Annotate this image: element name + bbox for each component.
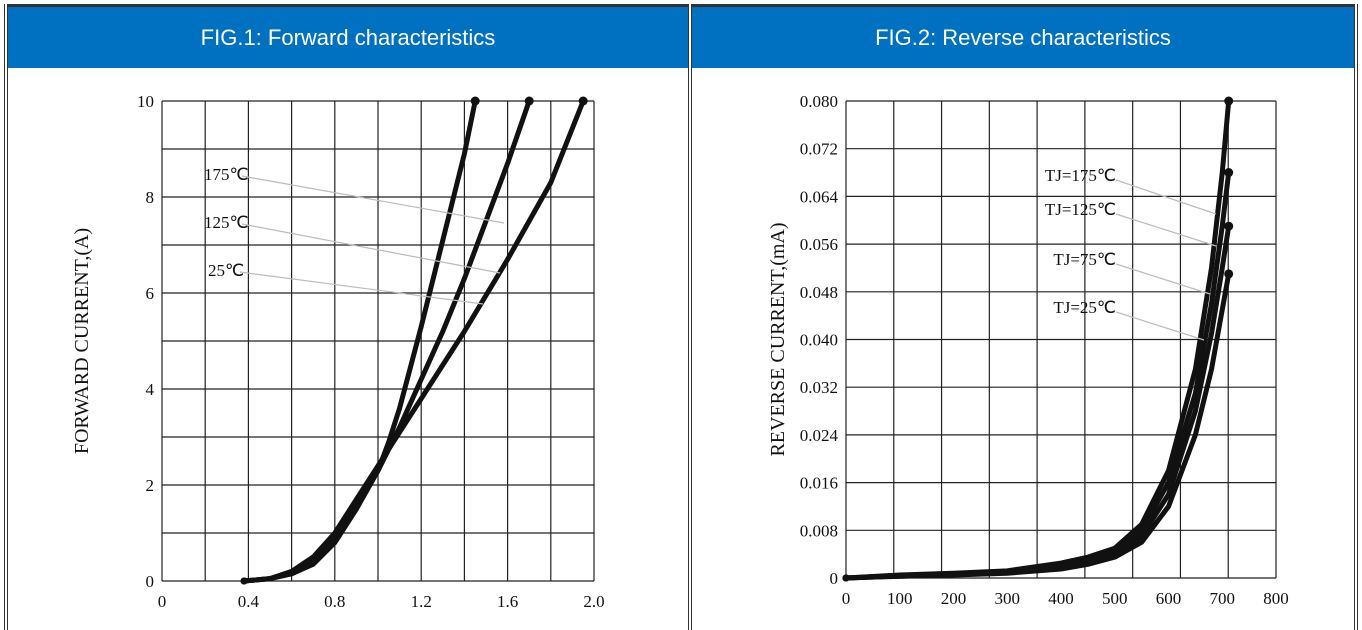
x-tick-label: 300 (995, 589, 1021, 608)
x-tick-label: 800 (1263, 589, 1289, 608)
series-end-point (1224, 168, 1234, 178)
y-tick-label: 10 (137, 92, 154, 111)
series-end-point (1224, 96, 1234, 106)
panel-title: FIG.1: Forward characteristics (8, 4, 688, 68)
y-tick-label: 0.032 (800, 378, 838, 397)
x-tick-label: 100 (887, 589, 913, 608)
series-label: TJ=75℃ (1053, 250, 1116, 269)
x-tick-label: 500 (1102, 589, 1128, 608)
leader-line (241, 175, 505, 224)
y-tick-label: 0.024 (800, 426, 839, 445)
series-label: TJ=25℃ (1053, 298, 1116, 317)
series-start-point (842, 574, 850, 582)
y-tick-label: 0.064 (800, 187, 839, 206)
x-tick-label: 0 (158, 592, 167, 611)
y-tick-label: 0.072 (800, 140, 838, 159)
y-tick-label: 0.016 (800, 474, 838, 493)
series-label: 175℃ (204, 165, 249, 184)
x-tick-label: 0.8 (324, 592, 345, 611)
y-tick-label: 0.008 (800, 521, 838, 540)
series-end-point (1224, 221, 1234, 231)
y-tick-label: 6 (146, 284, 155, 303)
x-tick-label: 1.2 (411, 592, 432, 611)
y-tick-label: 4 (146, 380, 155, 399)
forward-characteristics-panel: FIG.1: Forward characteristics 0 0.4 0.8 1.… (4, 4, 692, 630)
y-tick-label: 0.080 (800, 92, 838, 111)
leader-line (1115, 213, 1217, 247)
y-tick-label: 0.040 (800, 331, 838, 350)
series-start-point (240, 577, 248, 585)
x-tick-label: 1.6 (497, 592, 518, 611)
x-tick-label: 600 (1156, 589, 1182, 608)
series-label: TJ=125℃ (1045, 200, 1116, 219)
leader-line (1115, 179, 1217, 215)
series-end-point (524, 96, 534, 106)
x-tick-label: 0.4 (238, 592, 260, 611)
y-axis-title: REVERSE CURRENT,(mA) (767, 222, 789, 456)
forward-characteristics-chart: 0 0.4 0.8 1.2 1.6 2.0 0 2 4 6 8 10 FORWARD CURRENT,(… (71, 92, 605, 611)
series-label: 125℃ (204, 213, 249, 232)
leader-line (1115, 311, 1205, 341)
series-end-point (470, 96, 480, 106)
y-tick-label: 0.056 (800, 235, 838, 254)
leader-line (1115, 263, 1211, 295)
series-label: TJ=175℃ (1045, 166, 1116, 185)
y-tick-label: 0.048 (800, 283, 838, 302)
panel-title: FIG.2: Reverse characteristics (692, 4, 1354, 68)
x-tick-label: 400 (1048, 589, 1074, 608)
series-end-point (578, 96, 588, 106)
y-axis-title: FORWARD CURRENT,(A) (71, 228, 93, 454)
x-tick-label: 2.0 (583, 592, 604, 611)
leader-line (241, 223, 501, 274)
series-end-point (1224, 269, 1234, 279)
y-tick-label: 0 (146, 572, 155, 591)
y-tick-label: 2 (146, 476, 155, 495)
leader-line (239, 271, 484, 305)
series-line (843, 271, 1232, 581)
series-line (241, 98, 586, 584)
y-tick-label: 8 (146, 188, 155, 207)
x-tick-label: 0 (842, 589, 851, 608)
x-tick-label: 700 (1210, 589, 1236, 608)
y-tick-label: 0 (830, 569, 839, 588)
x-tick-label: 200 (941, 589, 967, 608)
reverse-characteristics-panel: FIG.2: Reverse characteristics 0 100 200 30… (688, 4, 1358, 630)
series-label: 25℃ (208, 261, 244, 280)
reverse-characteristics-chart: 0 100 200 300 400 500 600 700 800 0 0.008 0.016 0.02… (767, 92, 1289, 608)
